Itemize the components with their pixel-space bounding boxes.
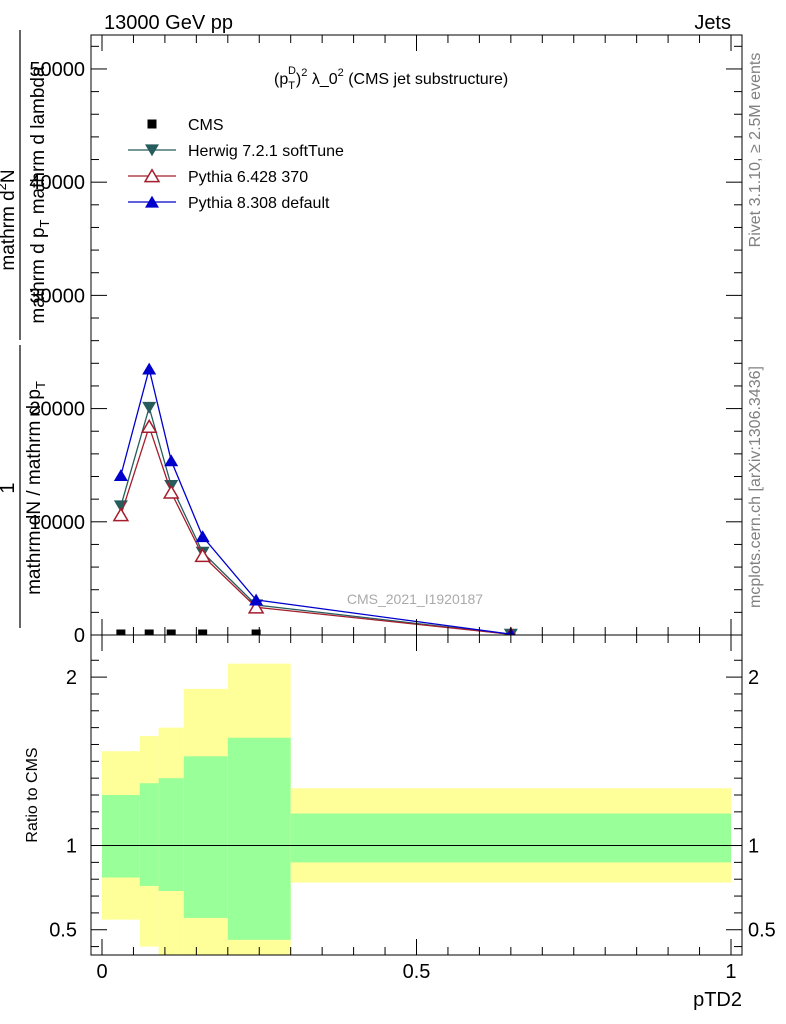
ratio-ytick-label: 1 — [66, 836, 77, 858]
mcplots-source-label: mcplots.cern.ch [arXiv:1306.3436] — [747, 366, 764, 608]
legend-marker — [145, 144, 159, 157]
ratio-frame — [90, 634, 743, 956]
series-line-pythia-6-428-370 — [120, 424, 511, 635]
ratio-panel: 0.5 0.5 1 1 2 2 0 0.5 1 Ratio to CMS pTD2 — [24, 634, 776, 1011]
data-point-cms — [251, 629, 261, 639]
data-point-cms — [144, 629, 154, 639]
stat-uncertainty-band — [183, 756, 228, 918]
data-point-pythia-6-428-370 — [247, 599, 265, 614]
legend-marker — [147, 119, 157, 129]
data-point-cms — [198, 629, 208, 639]
ratio-ytick-label: 2 — [66, 667, 77, 689]
legend-label: CMS — [188, 117, 224, 134]
legend-label: Pythia 6.428 370 — [188, 169, 308, 186]
jets-label: Jets — [694, 12, 731, 34]
legend-label: Pythia 8.308 default — [188, 195, 330, 212]
ratio-ytick-label: 0.5 — [49, 920, 77, 942]
ylabel-one: 1 — [0, 482, 19, 493]
main-ylabel: 1 mathrm dN / mathrm d pT mathrm d2N mat… — [0, 30, 52, 628]
data-point-pythia-6-428-370 — [140, 418, 158, 434]
x-axis-label: pTD2 — [693, 989, 742, 1011]
data-point-pythia-8-308-default — [113, 469, 128, 481]
title-sq: 2 — [301, 67, 307, 79]
stat-uncertainty-band — [158, 778, 184, 891]
title-sup: D — [288, 65, 296, 77]
stat-uncertainty-band — [227, 737, 291, 940]
title-sub: T — [288, 80, 295, 92]
title-rest: (CMS jet substructure) — [344, 71, 508, 88]
collision-energy-label: 13000 GeV pp — [104, 12, 233, 34]
title-open: (p — [274, 71, 288, 88]
data-point-pythia-8-308-default — [249, 593, 264, 606]
stat-uncertainty-band — [102, 795, 140, 878]
main-ytick-label: 50000 — [29, 59, 85, 81]
xtick-label: 0 — [96, 961, 107, 983]
data-point-pythia-6-428-370 — [194, 547, 211, 563]
legend-marker — [143, 168, 161, 183]
ratio-bands — [102, 663, 731, 955]
main-panel: CMS_2021_I1920187 0 10000 20000 30000 40000 5… — [0, 30, 743, 647]
data-point-cms — [166, 629, 176, 639]
plot-title: (pTD)2 λ_02 (CMS jet substructure) — [274, 65, 508, 92]
main-axes: 0 10000 20000 30000 40000 50000 — [29, 35, 742, 647]
ratio-ytick-label-right: 0.5 — [748, 920, 776, 942]
ylabel-den1: mathrm dN / mathrm d pT — [24, 381, 48, 595]
main-ytick-label: 10000 — [29, 512, 85, 534]
ratio-ytick-label-right: 1 — [748, 836, 759, 858]
xtick-label: 1 — [725, 961, 736, 983]
rivet-version-label: Rivet 3.1.10, ≥ 2.5M events — [747, 53, 764, 248]
main-ytick-label: 30000 — [29, 285, 85, 307]
main-ytick-label: 20000 — [29, 399, 85, 421]
main-plot-area — [91, 35, 742, 635]
data-point-cms — [116, 629, 126, 639]
data-point-pythia-6-428-370 — [112, 507, 130, 522]
data-point-pythia-6-428-370 — [162, 484, 180, 499]
data-point-pythia-8-308-default — [195, 530, 210, 543]
stat-uncertainty-band — [290, 813, 731, 863]
main-ytick-label: 0 — [74, 625, 85, 647]
data-point-pythia-8-308-default — [164, 454, 179, 467]
title-mid: λ_0 — [307, 71, 337, 88]
legend-label: Herwig 7.2.1 softTune — [188, 143, 344, 160]
ratio-axes: 0.5 0.5 1 1 2 2 0 0.5 1 — [49, 635, 776, 983]
data-point-herwig-7-2-1-softtune — [142, 401, 157, 414]
main-ytick-label: 40000 — [29, 172, 85, 194]
analysis-watermark: CMS_2021_I1920187 — [347, 591, 483, 607]
series-line-pythia-8-308-default — [120, 368, 511, 635]
legend: CMS Herwig 7.2.1 softTune Pythia 6.428 370… — [128, 117, 344, 212]
ratio-ytick-label-right: 2 — [748, 667, 759, 689]
ylabel-numerator: mathrm d2N — [0, 169, 19, 270]
stat-uncertainty-band — [139, 783, 159, 886]
series-line-herwig-7-2-1-softtune — [120, 405, 511, 635]
data-point-pythia-8-308-default — [142, 362, 157, 375]
legend-marker — [145, 195, 159, 208]
ratio-ylabel: Ratio to CMS — [24, 747, 41, 842]
ylabel-den2: mathrm d pT mathrm d lambda — [28, 66, 52, 324]
xtick-label: 0.5 — [403, 961, 431, 983]
title-sq2: 2 — [338, 67, 344, 79]
title-close: ) — [296, 71, 301, 88]
